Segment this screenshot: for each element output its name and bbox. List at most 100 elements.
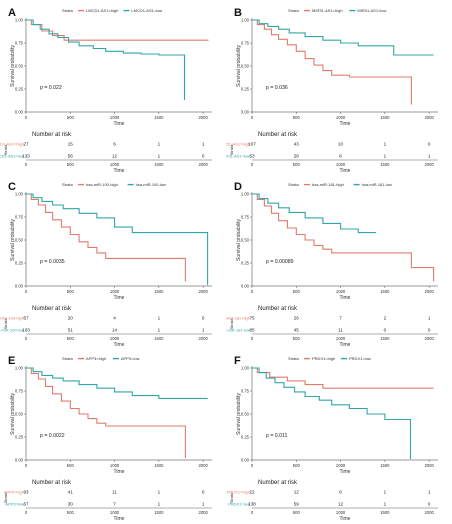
risk-value: 11 (338, 328, 343, 333)
risk-time-label: 0 (251, 162, 254, 167)
panel-label: B (234, 7, 242, 19)
legend-entry: APP3=low (121, 356, 140, 361)
legend: Strata hsa-miR-100-high hsa-miR-100-low (62, 182, 166, 187)
y-tick-label: 1.00 (241, 192, 250, 197)
panel-label: D (234, 181, 242, 193)
risk-value: 7 (339, 316, 342, 321)
risk-value: 45 (294, 328, 300, 333)
legend-title: Strata (288, 8, 299, 13)
risk-value: 56 (68, 154, 74, 159)
risk-row-label: MIR31-AS1=high (226, 141, 250, 146)
x-tick-label: 2000 (424, 463, 434, 468)
risk-value: 57 (23, 316, 29, 321)
risk-value: 0 (202, 490, 205, 495)
x-tick-label: 500 (293, 289, 301, 294)
y-tick-label: 1.00 (241, 366, 250, 371)
risk-time-label: 1500 (154, 162, 164, 167)
y-axis-label: Survival probability (10, 219, 16, 261)
risk-value: 20 (68, 316, 74, 321)
survival-curve-low (26, 367, 208, 399)
risk-strata-side-label: Strata (229, 318, 234, 329)
risk-time-label: 2000 (424, 510, 434, 515)
survival-curve-low (26, 193, 209, 286)
y-tick-label: 0.75 (15, 41, 24, 46)
x-tick-label: 0 (251, 463, 254, 468)
risk-value: 11 (112, 490, 117, 495)
risk-row-label: LMCD1-AS1=low (0, 153, 24, 158)
risk-time-label: 0 (25, 162, 28, 167)
risk-value: 28 (294, 154, 300, 159)
risk-value: 75 (249, 316, 255, 321)
km-plot-svg: E Strata APP3=high APP3=low0.000.250.500.75… (3, 355, 212, 522)
y-tick-label: 1.00 (241, 18, 250, 23)
km-panel-d: D Strata hsa-miR-181-high hsa-miR-181-low 0.… (226, 174, 452, 348)
km-panel-a: A Strata LMCD1-AS1=high LMCD1-AS1=low 0.00 0.… (0, 0, 226, 174)
x-tick-label: 2000 (198, 115, 208, 120)
risk-value: 1 (428, 316, 431, 321)
legend: Strata PRDX1=high PRDX1=low (288, 356, 371, 361)
risk-value: 1 (384, 154, 387, 159)
risk-value: 8 (339, 154, 342, 159)
risk-row-label: hsa-miR-100-low (0, 327, 24, 332)
x-tick-label: 0 (25, 115, 28, 120)
y-axis-label: Survival probability (10, 45, 16, 87)
x-tick-label: 1500 (154, 463, 164, 468)
y-axis-label: Survival probability (236, 45, 242, 87)
risk-row-label: hsa-miR-181-low (226, 327, 250, 332)
km-plot-svg: B Strata MIR31-AS1=high MIR31-AS1=low 0.000.… (226, 7, 438, 174)
legend-title: Strata (288, 182, 299, 187)
risk-value: 4 (113, 316, 116, 321)
y-tick-label: 0.00 (241, 284, 250, 289)
x-tick-label: 500 (293, 115, 301, 120)
risk-value: 41 (68, 490, 74, 495)
risk-value: 103 (22, 328, 30, 333)
risk-time-label: 2000 (424, 336, 434, 341)
x-tick-label: 500 (67, 289, 75, 294)
y-tick-label: 0.50 (15, 64, 24, 69)
risk-time-label: 2000 (198, 336, 208, 341)
risk-time-axis-label: Time (340, 342, 351, 348)
p-value: p = 0.036 (266, 85, 288, 91)
p-value: p = 0.00089 (266, 259, 294, 265)
x-axis-label: Time (114, 469, 125, 475)
risk-value: 1 (428, 154, 431, 159)
risk-value: 14 (112, 328, 118, 333)
survival-curve-high (252, 367, 434, 389)
risk-value: 1 (384, 490, 387, 495)
legend: Strata MIR31-AS1=high MIR31-AS1=low (288, 8, 387, 13)
risk-time-label: 500 (67, 162, 75, 167)
y-tick-label: 0.50 (15, 238, 24, 243)
x-axis-label: Time (114, 295, 125, 301)
risk-table-title: Number at risk (32, 132, 72, 138)
y-tick-label: 0.50 (241, 238, 250, 243)
risk-time-label: 0 (25, 336, 28, 341)
risk-value: 10 (338, 142, 344, 147)
risk-time-label: 1000 (336, 510, 346, 515)
survival-curve-high (26, 367, 186, 459)
y-tick-label: 0.00 (241, 458, 250, 463)
risk-time-label: 1500 (154, 510, 164, 515)
risk-time-label: 0 (251, 510, 254, 515)
risk-row-label: LMCD1-AS1=high (0, 141, 24, 146)
risk-value: 27 (23, 142, 29, 147)
axes: 0.00 0.25 0.50 0.75 1.00 0 500 1000 1500 2000 Time… (236, 18, 438, 127)
risk-time-label: 1000 (110, 336, 120, 341)
p-value: p = 0.0022 (40, 433, 65, 439)
risk-value: 1 (158, 490, 161, 495)
y-tick-label: 1.00 (15, 366, 24, 371)
risk-value: 1 (158, 316, 161, 321)
survival-curve-high (26, 19, 209, 41)
risk-row-label: PRDX1=low (228, 501, 250, 506)
y-tick-label: 0.75 (241, 389, 250, 394)
legend-entry: LMCD1-AS1=low (131, 8, 162, 13)
risk-strata-side-label: Strata (229, 144, 234, 155)
y-tick-label: 0.50 (241, 412, 250, 417)
risk-value: 2 (384, 316, 387, 321)
risk-time-label: 500 (293, 336, 301, 341)
risk-time-label: 1500 (380, 162, 390, 167)
risk-value: 1 (428, 490, 431, 495)
km-plot-svg: C Strata hsa-miR-100-high hsa-miR-100-low0.… (0, 181, 212, 348)
risk-time-label: 500 (67, 510, 75, 515)
